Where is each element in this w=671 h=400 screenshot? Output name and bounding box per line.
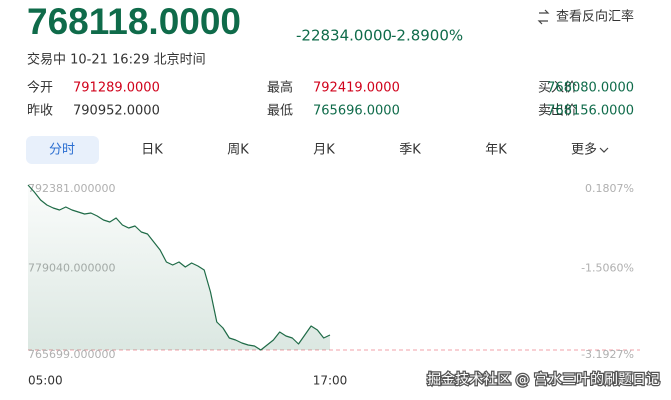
chevron <box>599 147 609 153</box>
stat-value: 768156.0000 <box>547 104 634 119</box>
change: -22834.0000 <box>296 27 392 45</box>
stat-label: 昨收 <box>27 104 53 119</box>
stat-value: 768080.0000 <box>547 81 634 96</box>
stat-label: 最低 <box>267 104 293 119</box>
y2-tick-label: 0.1807% <box>585 182 634 195</box>
reverse-link[interactable]: 查看反向汇率 <box>556 9 634 25</box>
stat-label: 最高 <box>267 80 293 96</box>
stat-value: 765696.0000 <box>313 104 400 119</box>
price-line <box>27 184 331 351</box>
tab[interactable]: 更多 <box>571 142 597 158</box>
status: 交易中 10-21 16:29 北京时间 <box>27 52 206 68</box>
tab[interactable]: 年K <box>485 143 507 158</box>
stat-value: 791289.0000 <box>73 81 160 96</box>
stat-label: 卖出价 <box>538 104 577 119</box>
tab[interactable]: 季K <box>399 143 421 158</box>
stat-value: 790952.0000 <box>73 104 160 119</box>
area-fill <box>28 185 330 350</box>
tab[interactable]: 日K <box>141 143 163 158</box>
y2-tick-label: -3.1927% <box>581 348 634 361</box>
tab[interactable]: 月K <box>313 143 335 158</box>
reverse-rate-link[interactable]: 查看反向汇率 <box>537 9 634 25</box>
y-tick-label: 792381.000000 <box>28 182 115 195</box>
stat-label: 买入价 <box>538 81 577 96</box>
tab-active-bg <box>26 136 99 164</box>
stat-label: 今开 <box>27 80 53 96</box>
chart: 792381.000000779040.000000765699.0000000… <box>27 182 640 388</box>
swap-icon <box>537 9 550 25</box>
watermark: 掘金技术社区 @ 宫水三叶的刷题日记 <box>427 372 660 388</box>
x-tick-label: 17:00 <box>313 374 348 388</box>
price: 768118.0000 <box>27 1 241 42</box>
tab[interactable]: 周K <box>227 143 249 158</box>
y-tick-label: 765699.000000 <box>28 348 115 361</box>
y2-tick-label: -1.5060% <box>581 262 634 275</box>
tab[interactable]: 分时 <box>49 143 75 158</box>
change-percent: -2.8900% <box>391 27 463 45</box>
stat-value: 792419.0000 <box>313 81 400 96</box>
x-tick-label: 05:00 <box>28 374 63 388</box>
